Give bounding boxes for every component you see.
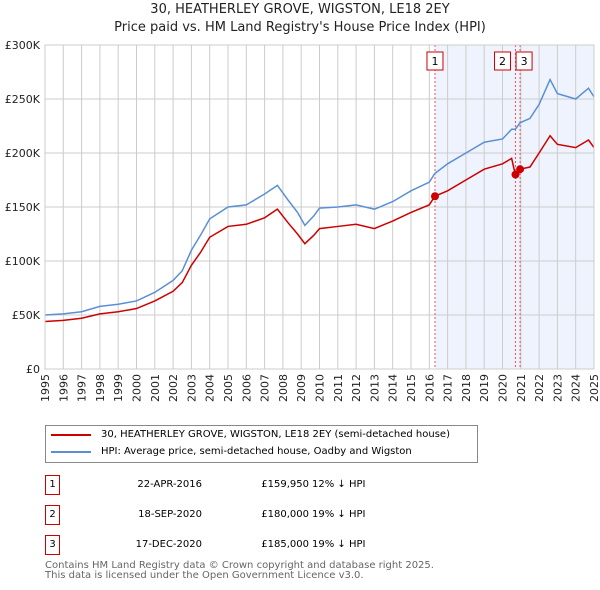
x-tick-label: 2007 <box>259 374 272 402</box>
x-tick-label: 2001 <box>149 374 162 402</box>
x-tick-label: 2024 <box>570 374 583 402</box>
x-tick-label: 2014 <box>387 374 400 402</box>
sale-date: 17-DEC-2020 <box>135 539 202 550</box>
x-tick-label: 1997 <box>76 374 89 402</box>
x-tick-label: 1996 <box>57 374 70 402</box>
sale-point <box>511 170 520 179</box>
sale-date: 18-SEP-2020 <box>138 509 202 520</box>
x-tick-label: 1999 <box>112 374 125 402</box>
x-tick-label: 2025 <box>588 374 600 402</box>
x-tick-label: 2006 <box>240 374 253 402</box>
legend-label: HPI: Average price, semi-detached house,… <box>101 446 412 457</box>
sale-hpi-diff: 19% ↓ HPI <box>312 509 366 520</box>
x-tick-label: 2003 <box>185 374 198 402</box>
sale-label: 2 <box>499 55 506 68</box>
legend-item-property: 30, HEATHERLEY GROVE, WIGSTON, LE18 2EY … <box>51 429 450 440</box>
x-tick-label: 2015 <box>405 374 418 402</box>
sale-number: 2 <box>45 505 60 525</box>
x-tick-label: 2016 <box>423 374 436 402</box>
plot-area: 1995 1996 1997 1998 1999 2000 2001 2002 2003 2004… <box>5 39 600 402</box>
x-tick-label: 2023 <box>551 374 564 402</box>
sale-price: £159,950 <box>261 479 309 490</box>
x-tick-label: 2004 <box>204 374 217 402</box>
y-tick-label: £100K <box>5 255 41 268</box>
x-tick-label: 2002 <box>167 374 180 402</box>
y-tick-label: £50K <box>12 309 41 322</box>
x-tick-label: 2012 <box>350 374 363 402</box>
x-tick-label: 2013 <box>368 374 381 402</box>
plot-border <box>44 44 595 370</box>
sale-number: 3 <box>45 535 60 555</box>
x-tick-label: 2020 <box>497 374 510 402</box>
legend-swatch-blue <box>51 450 91 453</box>
sale-point <box>516 165 525 174</box>
sale-price: £185,000 <box>261 539 309 550</box>
x-tick-label: 1998 <box>94 374 107 402</box>
x-tick-label: 1995 <box>39 374 52 402</box>
y-tick-label: £250K <box>5 93 41 106</box>
legend-swatch-red <box>51 433 91 436</box>
sale-row: 1 22-APR-2016 £159,950 12% ↓ HPI <box>45 475 445 495</box>
x-tick-label: 2018 <box>460 374 473 402</box>
chart-subtitle: Price paid vs. HM Land Registry's House … <box>114 20 486 35</box>
y-tick-label: £300K <box>5 39 41 52</box>
sale-price: £180,000 <box>261 509 309 520</box>
sale-number: 1 <box>45 475 60 495</box>
x-tick-label: 2021 <box>515 374 528 402</box>
sale-date: 22-APR-2016 <box>137 479 202 490</box>
sale-label: 1 <box>431 55 438 68</box>
x-tick-label: 2022 <box>533 374 546 402</box>
sale-label-box <box>426 51 444 71</box>
x-tick-label: 2011 <box>332 374 345 402</box>
sale-label-box <box>493 51 511 71</box>
sale-label-box <box>515 51 533 71</box>
y-tick-label: £0 <box>26 363 40 376</box>
sale-hpi-diff: 12% ↓ HPI <box>312 479 366 490</box>
x-tick-label: 2009 <box>295 374 308 402</box>
sale-row: 3 17-DEC-2020 £185,000 19% ↓ HPI <box>45 535 445 555</box>
footer-line-2: This data is licensed under the Open Gov… <box>45 570 364 581</box>
x-tick-label: 2005 <box>222 374 235 402</box>
x-tick-label: 2000 <box>131 374 144 402</box>
chart-title: 30, HEATHERLEY GROVE, WIGSTON, LE18 2EY <box>150 2 450 17</box>
sale-hpi-diff: 19% ↓ HPI <box>312 539 366 550</box>
x-tick-label: 2008 <box>277 374 290 402</box>
x-tick-label: 2019 <box>478 374 491 402</box>
footer-line-1: Contains HM Land Registry data © Crown c… <box>45 560 434 571</box>
y-tick-label: £200K <box>5 147 41 160</box>
series-line <box>44 77 595 316</box>
legend: 30, HEATHERLEY GROVE, WIGSTON, LE18 2EY … <box>45 425 478 463</box>
legend-label: 30, HEATHERLEY GROVE, WIGSTON, LE18 2EY … <box>101 429 450 440</box>
legend-item-hpi: HPI: Average price, semi-detached house,… <box>51 446 412 457</box>
sale-row: 2 18-SEP-2020 £180,000 19% ↓ HPI <box>45 505 445 525</box>
y-tick-label: £150K <box>5 201 41 214</box>
x-tick-label: 2010 <box>314 374 327 402</box>
sale-label: 3 <box>521 55 528 68</box>
x-tick-label: 2017 <box>442 374 455 402</box>
sale-point <box>430 192 439 201</box>
